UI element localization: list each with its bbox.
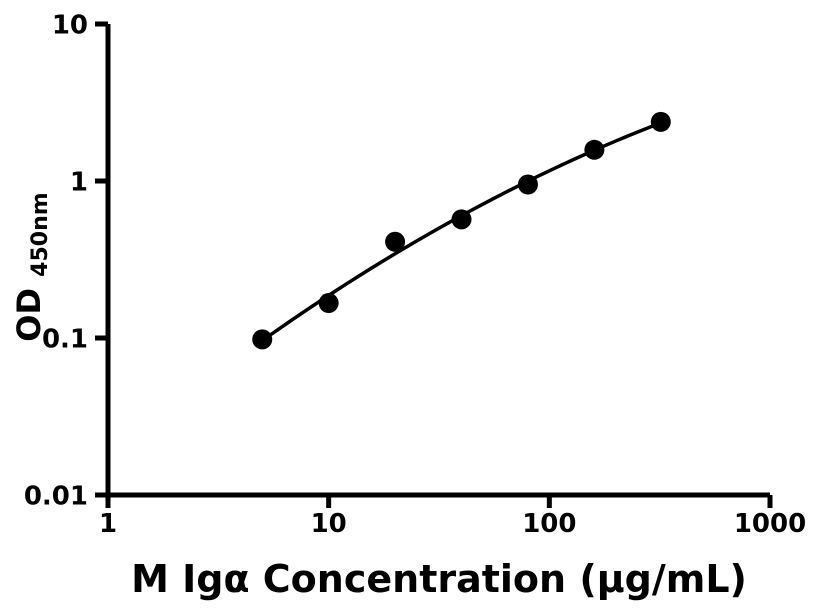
y-tick-label: 0.1 (42, 325, 88, 355)
y-tick-label: 1 (70, 168, 88, 198)
axes-spines (105, 24, 770, 498)
data-point (252, 329, 273, 350)
y-axis-title-subscript: 450nm (28, 192, 53, 277)
data-points-layer (252, 111, 671, 350)
x-tick-label: 1 (99, 509, 117, 539)
data-point (451, 209, 472, 230)
x-tick-label: 1000 (734, 509, 806, 539)
x-axis-title: M Igα Concentration (µg/mL) (131, 557, 747, 601)
data-point (517, 174, 538, 195)
x-tick-label: 100 (522, 509, 576, 539)
data-point (650, 111, 671, 132)
data-point (584, 139, 605, 160)
data-point (385, 231, 406, 252)
y-tick-label: 0.01 (24, 482, 88, 512)
y-axis-title-main: OD (10, 288, 48, 342)
x-tick-label: 10 (311, 509, 347, 539)
data-point (318, 293, 339, 314)
axes-layer: 0.01 0.1 1 10 1 10 100 1000 (24, 11, 806, 540)
y-tick-label: 10 (52, 11, 88, 41)
y-axis-title: OD 450nm (10, 192, 53, 341)
